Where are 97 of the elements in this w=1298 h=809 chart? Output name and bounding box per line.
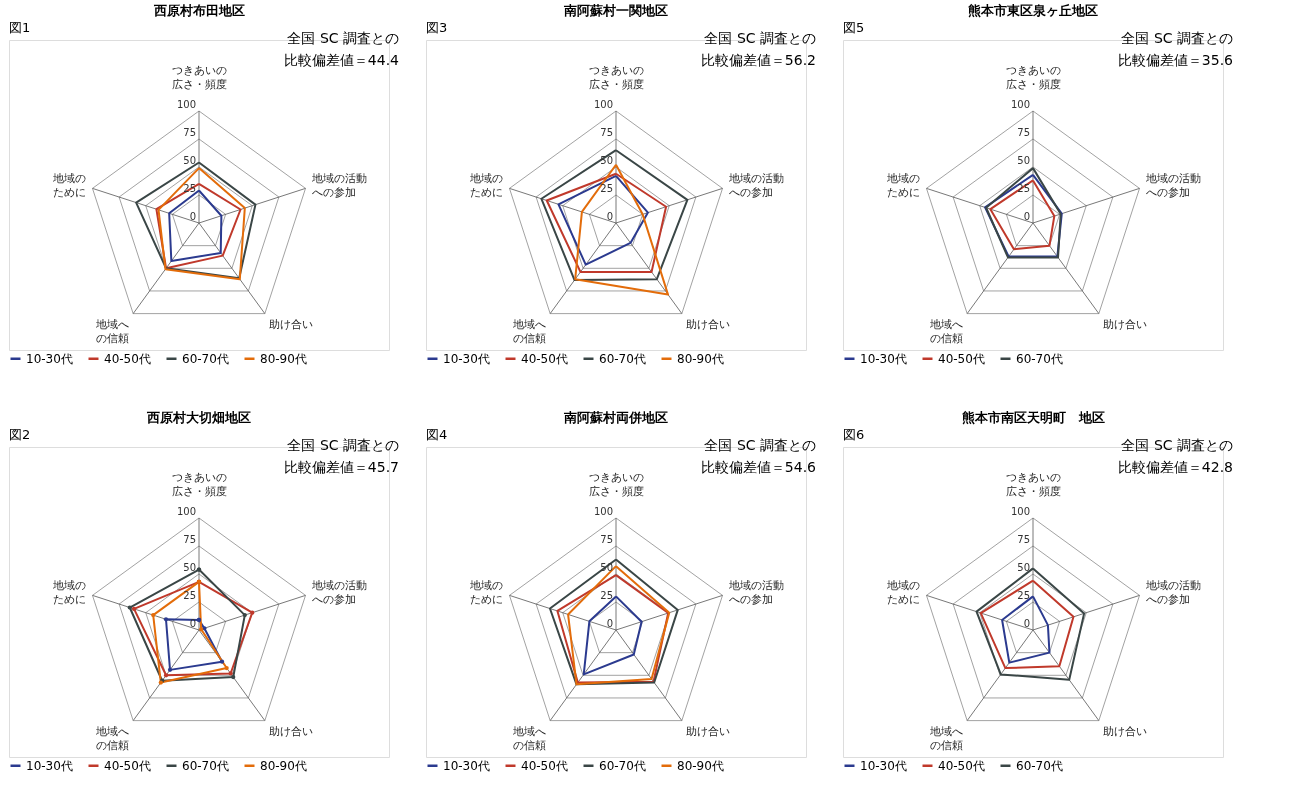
y-tick-label: 75 xyxy=(183,534,196,545)
y-tick-label: 0 xyxy=(189,211,196,222)
y-tick-label: 0 xyxy=(1023,211,1030,222)
caption: 図5 xyxy=(843,20,865,35)
legend-label: 10-30代 xyxy=(443,351,490,366)
y-tick-label: 100 xyxy=(593,506,613,517)
y-tick-label: 75 xyxy=(1017,534,1030,545)
y-tick-label: 25 xyxy=(600,590,613,601)
legend-label: 10-30代 xyxy=(443,758,490,773)
spoke-label: 助け合い xyxy=(1102,725,1147,739)
spoke-label: 地域の活動への参加 xyxy=(727,172,784,200)
spoke-label: 助け合い xyxy=(1102,318,1147,332)
spoke-label: 地域の活動への参加 xyxy=(310,172,367,200)
spoke-label: 助け合い xyxy=(685,725,730,739)
y-tick-label: 25 xyxy=(600,183,613,194)
text: 全国 SC 調査との比較偏差値＝54.6 xyxy=(700,437,817,475)
caption: 図1 xyxy=(9,20,31,35)
legend-label: 40-50代 xyxy=(938,758,985,773)
y-tick-label: 50 xyxy=(183,155,196,166)
spoke-label: 地域の活動への参加 xyxy=(1144,579,1201,607)
y-tick-label: 50 xyxy=(1017,155,1030,166)
spoke-label: 地域への信頼 xyxy=(95,318,130,346)
spoke-label: 地域への信頼 xyxy=(929,725,964,753)
y-tick-label: 0 xyxy=(606,618,613,629)
legend-label: 60-70代 xyxy=(1016,758,1063,773)
legend-label: 60-70代 xyxy=(182,351,229,366)
text: 全国 SC 調査との比較偏差値＝35.6 xyxy=(1117,30,1234,68)
y-tick-label: 25 xyxy=(1017,590,1030,601)
y-tick-label: 75 xyxy=(600,534,613,545)
spoke-label: 地域のために xyxy=(52,579,87,607)
caption: 図4 xyxy=(426,427,448,442)
spoke-label: 地域のために xyxy=(886,579,921,607)
text: 全国 SC 調査との比較偏差値＝44.4 xyxy=(283,30,400,68)
y-tick-label: 0 xyxy=(606,211,613,222)
y-tick-label: 75 xyxy=(600,127,613,138)
spoke-label: 地域への信頼 xyxy=(512,725,547,753)
spoke-label: 助け合い xyxy=(268,725,313,739)
chart-title: 熊本市南区天明町 地区 xyxy=(961,410,1105,425)
y-tick-label: 50 xyxy=(1017,562,1030,573)
legend-label: 60-70代 xyxy=(182,758,229,773)
chart-title: 熊本市東区泉ヶ丘地区 xyxy=(968,3,1098,18)
spoke-label: 地域への信頼 xyxy=(929,318,964,346)
legend-label: 60-70代 xyxy=(1016,351,1063,366)
caption: 図3 xyxy=(426,20,448,35)
spoke-label: 地域の活動への参加 xyxy=(310,579,367,607)
text: 全国 SC 調査との比較偏差値＝42.8 xyxy=(1117,437,1233,475)
spoke-label: つきあいの広さ・頻度 xyxy=(171,64,227,92)
y-tick-label: 0 xyxy=(1023,618,1030,629)
spoke-label: 地域のために xyxy=(886,172,921,200)
legend-label: 40-50代 xyxy=(104,351,151,366)
legend-label: 40-50代 xyxy=(938,351,985,366)
legend-label: 80-90代 xyxy=(260,351,307,366)
y-tick-label: 75 xyxy=(183,127,196,138)
chart-title: 西原村布田地区 xyxy=(152,3,245,18)
y-tick-label: 50 xyxy=(183,562,196,573)
legend-label: 80-90代 xyxy=(677,351,724,366)
spoke-label: 地域への信頼 xyxy=(95,725,130,753)
spoke-label: 助け合い xyxy=(268,318,313,332)
y-tick-label: 25 xyxy=(183,590,196,601)
spoke-label: つきあいの広さ・頻度 xyxy=(588,64,644,92)
spoke-label: つきあいの広さ・頻度 xyxy=(1005,64,1061,92)
y-tick-label: 75 xyxy=(1017,127,1030,138)
text: 全国 SC 調査との比較偏差値＝56.2 xyxy=(700,30,816,68)
spoke-label: 助け合い xyxy=(685,318,730,332)
legend-label: 40-50代 xyxy=(521,351,568,366)
spoke-label: 地域への信頼 xyxy=(512,318,547,346)
spoke-label: 地域の活動への参加 xyxy=(727,579,784,607)
legend-label: 10-30代 xyxy=(26,351,73,366)
text: 全国 SC 調査との比較偏差値＝45.7 xyxy=(283,437,399,475)
legend-label: 40-50代 xyxy=(521,758,568,773)
legend-label: 60-70代 xyxy=(599,758,646,773)
y-tick-label: 100 xyxy=(176,506,196,517)
legend-label: 10-30代 xyxy=(860,351,907,366)
chart-title: 西原村大切畑地区 xyxy=(146,410,251,425)
legend-label: 40-50代 xyxy=(104,758,151,773)
spoke-label: つきあいの広さ・頻度 xyxy=(1005,471,1061,499)
chart-title: 南阿蘇村一関地区 xyxy=(563,3,668,18)
legend-label: 10-30代 xyxy=(860,758,907,773)
legend-label: 80-90代 xyxy=(677,758,724,773)
caption: 図2 xyxy=(9,427,31,442)
legend-label: 60-70代 xyxy=(599,351,646,366)
legend-label: 80-90代 xyxy=(260,758,307,773)
spoke-label: 地域の活動への参加 xyxy=(1144,172,1201,200)
spoke-label: つきあいの広さ・頻度 xyxy=(588,471,644,499)
spoke-label: 地域のために xyxy=(469,579,504,607)
y-tick-label: 100 xyxy=(1010,99,1030,110)
caption: 図6 xyxy=(843,427,865,442)
spoke-label: 地域のために xyxy=(469,172,504,200)
y-tick-label: 100 xyxy=(593,99,613,110)
legend-label: 10-30代 xyxy=(26,758,73,773)
y-tick-label: 0 xyxy=(189,618,196,629)
spoke-label: つきあいの広さ・頻度 xyxy=(171,471,227,499)
y-tick-label: 50 xyxy=(600,155,613,166)
y-tick-label: 100 xyxy=(1010,506,1030,517)
y-tick-label: 100 xyxy=(176,99,196,110)
spoke-label: 地域のために xyxy=(52,172,87,200)
chart-title: 南阿蘇村両併地区 xyxy=(563,410,668,425)
